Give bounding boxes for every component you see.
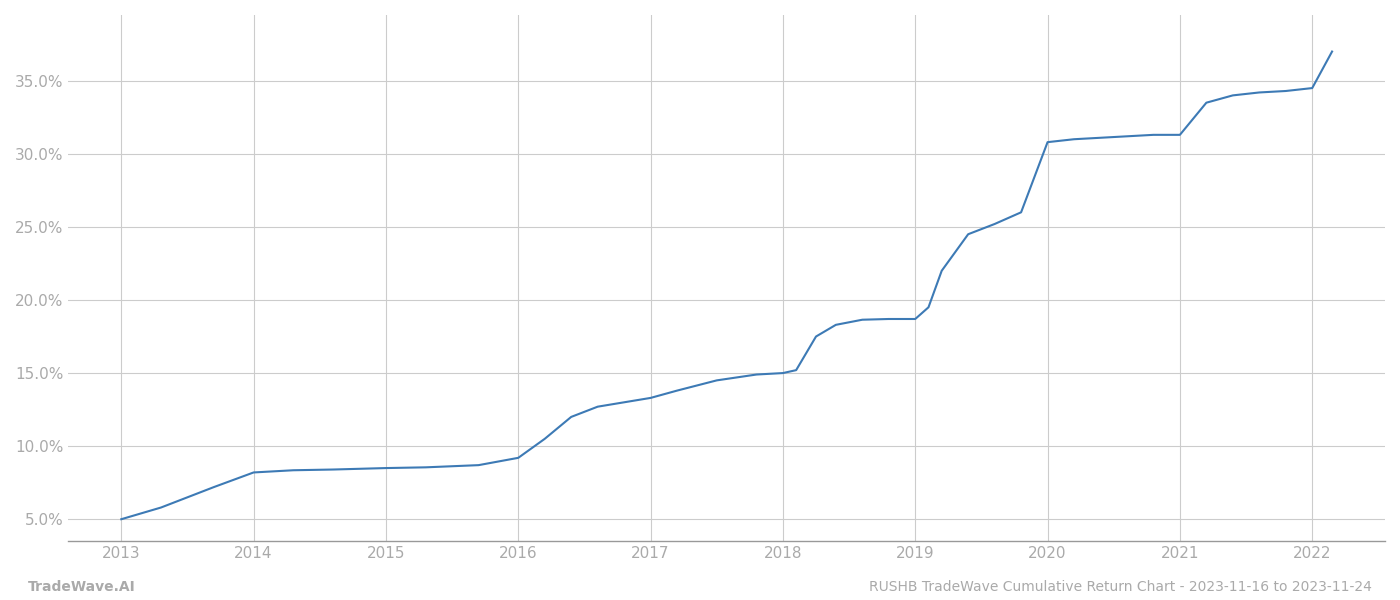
Text: RUSHB TradeWave Cumulative Return Chart - 2023-11-16 to 2023-11-24: RUSHB TradeWave Cumulative Return Chart … (869, 580, 1372, 594)
Text: TradeWave.AI: TradeWave.AI (28, 580, 136, 594)
